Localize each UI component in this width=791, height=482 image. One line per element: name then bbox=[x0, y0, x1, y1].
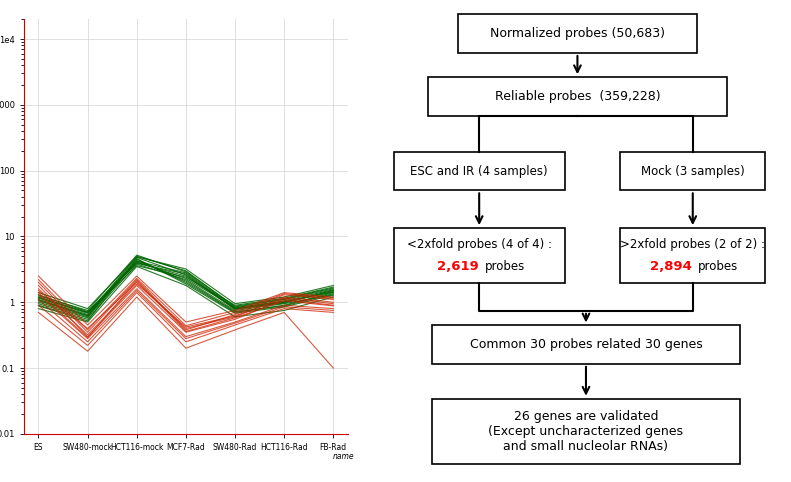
Text: ESC and IR (4 samples): ESC and IR (4 samples) bbox=[411, 165, 548, 177]
Text: probes: probes bbox=[485, 260, 525, 272]
Text: 2,894: 2,894 bbox=[650, 260, 692, 272]
FancyBboxPatch shape bbox=[432, 325, 740, 364]
Text: Normalized probes (50,683): Normalized probes (50,683) bbox=[490, 27, 665, 40]
Text: probes: probes bbox=[698, 260, 739, 272]
FancyBboxPatch shape bbox=[432, 399, 740, 464]
X-axis label: name: name bbox=[333, 453, 354, 461]
Text: 26 genes are validated
(Except uncharacterized genes
and small nucleolar RNAs): 26 genes are validated (Except uncharact… bbox=[489, 410, 683, 453]
Text: Common 30 probes related 30 genes: Common 30 probes related 30 genes bbox=[470, 338, 702, 351]
Text: >2xfold probes (2 of 2) :: >2xfold probes (2 of 2) : bbox=[620, 239, 765, 251]
FancyBboxPatch shape bbox=[620, 152, 766, 190]
Text: 2,619: 2,619 bbox=[437, 260, 479, 272]
FancyBboxPatch shape bbox=[394, 228, 565, 283]
FancyBboxPatch shape bbox=[428, 77, 727, 116]
Text: Mock (3 samples): Mock (3 samples) bbox=[641, 165, 744, 177]
FancyBboxPatch shape bbox=[394, 152, 565, 190]
Text: <2xfold probes (4 of 4) :: <2xfold probes (4 of 4) : bbox=[407, 239, 551, 251]
FancyBboxPatch shape bbox=[620, 228, 766, 283]
Text: Reliable probes  (359,228): Reliable probes (359,228) bbox=[494, 90, 660, 103]
FancyBboxPatch shape bbox=[458, 14, 697, 53]
